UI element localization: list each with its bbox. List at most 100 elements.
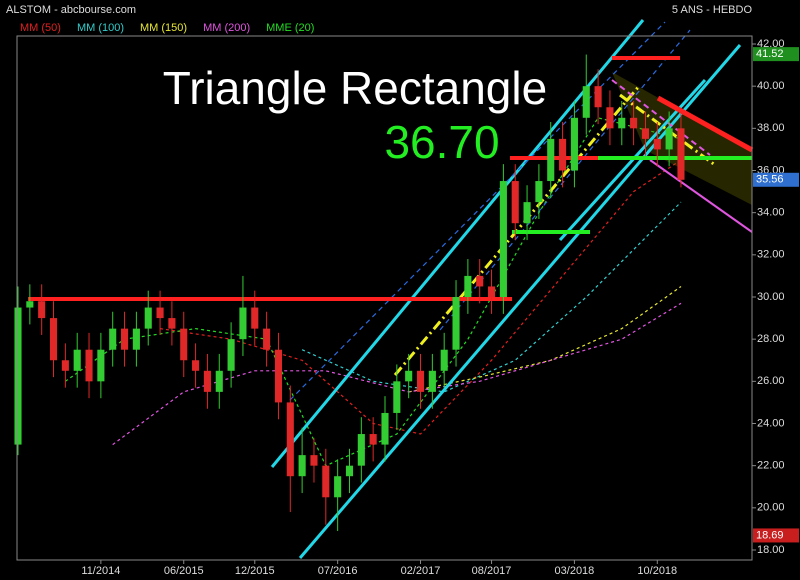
candle-body <box>192 360 200 371</box>
candle-body <box>535 181 543 203</box>
candle-body <box>298 455 306 477</box>
candle-body <box>109 328 117 350</box>
x-tick-label: 02/2017 <box>401 565 441 577</box>
candle-body <box>334 476 342 498</box>
candle-body <box>168 318 176 329</box>
price-label-box <box>753 172 799 187</box>
y-tick-label: 34.00 <box>757 207 785 219</box>
candle-body <box>251 307 259 329</box>
candle-body <box>274 349 283 403</box>
candle-body <box>345 465 354 477</box>
candle-body <box>239 307 247 340</box>
price-label-box <box>753 47 799 62</box>
x-tick-label: 07/2016 <box>318 565 358 577</box>
candle-body <box>357 434 365 466</box>
channel-line <box>270 19 645 468</box>
price-label: 18.69 <box>756 529 784 541</box>
trend-line <box>649 159 753 233</box>
y-tick-label: 18.00 <box>757 544 785 556</box>
x-tick-label: 10/2018 <box>637 565 677 577</box>
candle-body <box>582 86 590 118</box>
candle-body <box>132 328 140 350</box>
candle-body <box>511 181 519 224</box>
trend-line <box>611 79 711 156</box>
y-tick-label: 38.00 <box>757 122 785 134</box>
y-tick-label: 24.00 <box>757 417 785 429</box>
candle-body <box>476 275 484 287</box>
candle-body <box>381 412 389 445</box>
candle-body <box>85 349 93 382</box>
annotation: Triangle Rectangle <box>163 62 547 114</box>
candle-body <box>73 349 81 371</box>
candle-body <box>61 360 69 371</box>
moving-average <box>301 201 682 393</box>
price-label: 41.52 <box>756 48 784 60</box>
moving-average <box>160 159 682 435</box>
x-tick-label: 12/2015 <box>235 565 275 577</box>
candle-body <box>606 107 614 129</box>
candle-body <box>416 370 425 392</box>
candle-body <box>464 275 472 297</box>
y-tick-label: 26.00 <box>757 375 785 387</box>
x-tick-label: 08/2017 <box>472 565 512 577</box>
legend-entry: MM (100) <box>77 22 124 34</box>
chart-title: ALSTOM - abcbourse.com <box>6 4 136 16</box>
price-label-box <box>753 528 799 543</box>
legend-entry: MM (150) <box>140 22 187 34</box>
y-tick-label: 40.00 <box>757 80 785 92</box>
candle-body <box>26 301 34 308</box>
candle-body <box>405 370 413 382</box>
candle-body <box>452 297 460 350</box>
candle-body <box>428 370 436 392</box>
y-tick-label: 22.00 <box>757 460 785 472</box>
resistance-line <box>656 95 754 153</box>
channel-line <box>289 21 666 401</box>
candle-body <box>677 128 685 180</box>
candle-body <box>97 349 105 382</box>
candle-body <box>120 328 129 350</box>
price-label: 35.56 <box>756 174 784 186</box>
candle-body <box>144 307 152 329</box>
candle-body <box>156 307 164 319</box>
candle-body <box>547 138 555 182</box>
candle-body <box>559 138 567 171</box>
candle-body <box>499 181 507 297</box>
candle-body <box>286 402 294 477</box>
candle-body <box>215 370 223 392</box>
legend-entry: MM (50) <box>20 22 61 34</box>
y-tick-label: 20.00 <box>757 502 785 514</box>
candle-body <box>594 86 602 108</box>
annotation: 36.70 <box>384 116 499 168</box>
candle-body <box>523 202 531 224</box>
candle-body <box>653 138 661 150</box>
candle-body <box>487 286 496 297</box>
y-tick-label: 28.00 <box>757 333 785 345</box>
candle-body <box>14 307 22 445</box>
candle-body <box>203 370 211 392</box>
candle-body <box>618 117 626 129</box>
candle-body <box>440 349 448 371</box>
candle-body <box>180 328 188 361</box>
x-tick-label: 11/2014 <box>81 565 120 577</box>
legend-entry: MM (200) <box>203 22 250 34</box>
candle-body <box>630 117 638 129</box>
x-tick-label: 03/2018 <box>555 565 595 577</box>
y-tick-label: 30.00 <box>757 291 785 303</box>
plot-frame <box>16 35 753 561</box>
legend-entry: MME (20) <box>266 22 314 34</box>
candle-body <box>49 318 58 361</box>
candle-body <box>393 381 401 413</box>
candle-body <box>665 128 673 150</box>
candle-body <box>641 128 650 139</box>
y-tick-label: 32.00 <box>757 249 785 261</box>
candle-body <box>38 301 46 319</box>
candle-body <box>263 328 271 350</box>
candle-body <box>310 455 318 466</box>
candle-body <box>227 339 235 371</box>
candle-body <box>570 117 578 171</box>
y-tick-label: 42.00 <box>757 38 785 50</box>
candle-body <box>369 434 377 445</box>
chart-subtitle: 5 ANS - HEBDO <box>672 4 753 16</box>
